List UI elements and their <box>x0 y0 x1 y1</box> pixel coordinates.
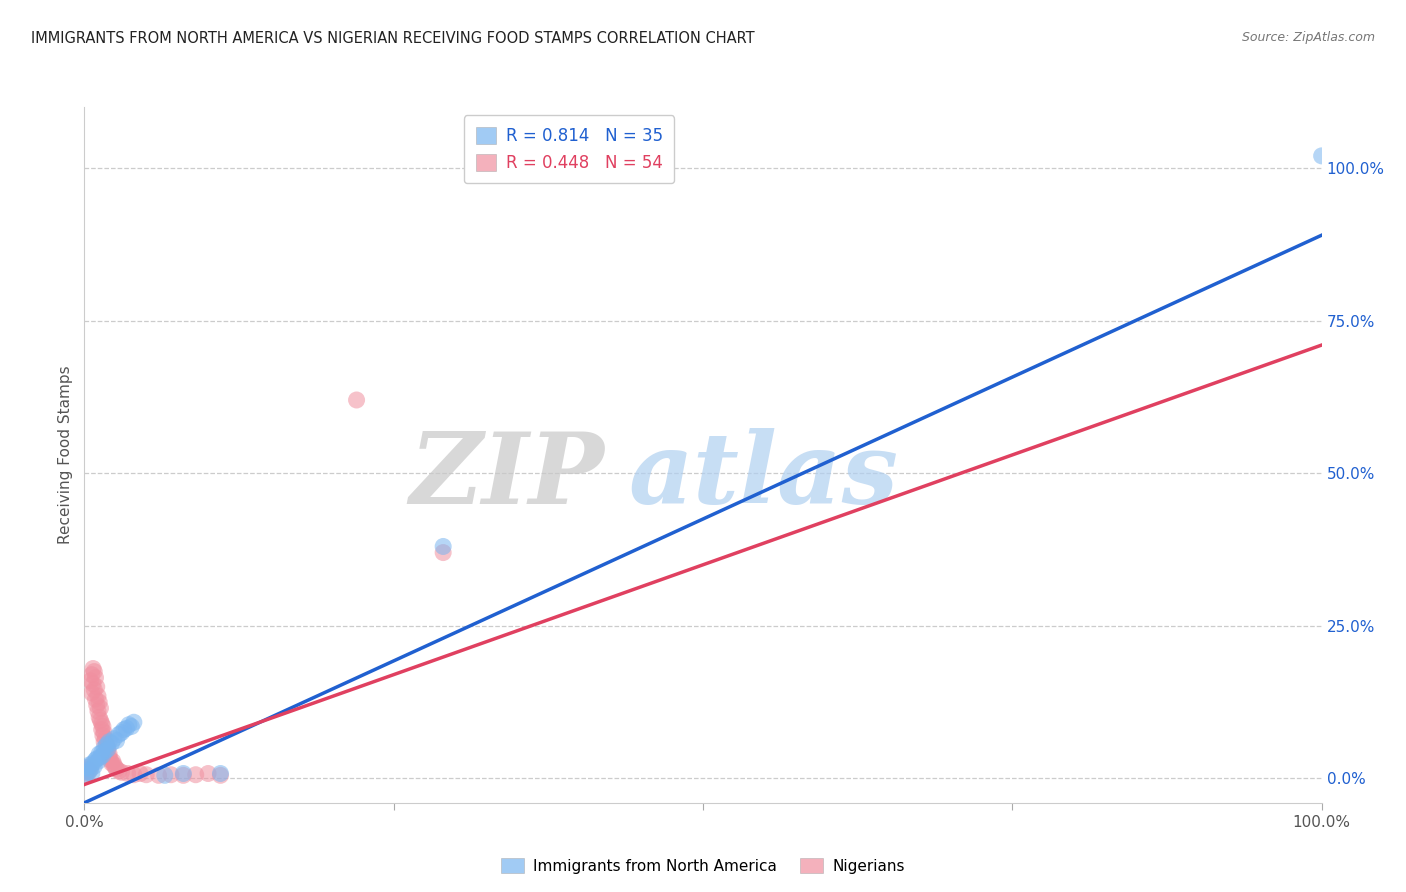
Point <box>94 744 117 758</box>
Point <box>98 735 121 749</box>
Point <box>120 719 142 733</box>
Point <box>90 746 112 760</box>
Point <box>83 665 105 679</box>
Point <box>89 710 111 724</box>
Point <box>76 760 98 774</box>
Point <box>93 740 115 755</box>
Point <box>93 725 115 739</box>
Point <box>103 731 125 746</box>
Point <box>112 723 135 737</box>
Point <box>160 768 183 782</box>
Y-axis label: Receiving Food Stamps: Receiving Food Stamps <box>58 366 73 544</box>
Point <box>89 750 111 764</box>
Point <box>75 765 97 780</box>
Point <box>79 758 101 772</box>
Point <box>100 756 122 771</box>
Point <box>432 545 454 559</box>
Point <box>79 764 101 778</box>
Text: atlas: atlas <box>628 427 898 524</box>
Point <box>79 759 101 773</box>
Point <box>110 725 132 739</box>
Point <box>184 768 207 782</box>
Point <box>89 714 111 728</box>
Point <box>172 768 194 782</box>
Point <box>172 766 194 780</box>
Point <box>100 736 122 750</box>
Point <box>122 768 145 782</box>
Point <box>86 698 108 713</box>
Text: IMMIGRANTS FROM NORTH AMERICA VS NIGERIAN RECEIVING FOOD STAMPS CORRELATION CHAR: IMMIGRANTS FROM NORTH AMERICA VS NIGERIA… <box>31 31 755 46</box>
Point <box>105 762 128 776</box>
Point <box>84 753 107 767</box>
Point <box>98 753 121 767</box>
Point <box>77 762 100 776</box>
Point <box>209 766 232 780</box>
Point <box>432 540 454 554</box>
Point <box>89 701 111 715</box>
Point <box>115 722 138 736</box>
Point <box>84 692 107 706</box>
Point <box>96 738 118 752</box>
Point <box>97 742 120 756</box>
Point <box>110 765 132 780</box>
Point <box>101 754 124 768</box>
Point <box>93 735 115 749</box>
Point <box>91 748 114 763</box>
Point <box>86 680 108 694</box>
Point <box>91 719 114 733</box>
Point <box>82 756 104 771</box>
Point <box>94 731 117 746</box>
Point <box>86 752 108 766</box>
Legend: R = 0.814   N = 35, R = 0.448   N = 54: R = 0.814 N = 35, R = 0.448 N = 54 <box>464 115 675 184</box>
Point <box>82 661 104 675</box>
Point <box>197 766 219 780</box>
Point <box>148 768 170 782</box>
Point <box>98 750 121 764</box>
Point <box>90 723 112 737</box>
Point <box>83 759 105 773</box>
Point <box>77 765 100 780</box>
Point <box>105 733 128 747</box>
Point <box>76 766 98 780</box>
Point <box>1310 149 1333 163</box>
Point <box>118 717 141 731</box>
Point <box>89 695 111 709</box>
Point <box>80 766 103 780</box>
Point <box>98 747 121 761</box>
Point <box>96 738 118 752</box>
Point <box>80 667 103 681</box>
Point <box>89 747 111 761</box>
Legend: Immigrants from North America, Nigerians: Immigrants from North America, Nigerians <box>495 852 911 880</box>
Point <box>103 758 125 772</box>
Point <box>79 762 101 776</box>
Text: Source: ZipAtlas.com: Source: ZipAtlas.com <box>1241 31 1375 45</box>
Point <box>84 671 107 685</box>
Point <box>108 764 131 778</box>
Point <box>80 686 103 700</box>
Point <box>122 715 145 730</box>
Point <box>117 766 139 780</box>
Point <box>87 689 110 703</box>
Point <box>75 768 97 782</box>
Point <box>209 768 232 782</box>
Point <box>82 677 104 691</box>
Point <box>90 716 112 731</box>
Text: ZIP: ZIP <box>409 427 605 524</box>
Point <box>96 744 118 758</box>
Point <box>83 682 105 697</box>
Point <box>346 392 368 407</box>
Point <box>129 766 152 780</box>
Point <box>87 754 110 768</box>
Point <box>104 760 127 774</box>
Point <box>91 729 114 743</box>
Point <box>153 768 176 782</box>
Point <box>108 727 131 741</box>
Point <box>135 768 157 782</box>
Point <box>79 673 101 688</box>
Point <box>97 740 120 755</box>
Point <box>87 704 110 718</box>
